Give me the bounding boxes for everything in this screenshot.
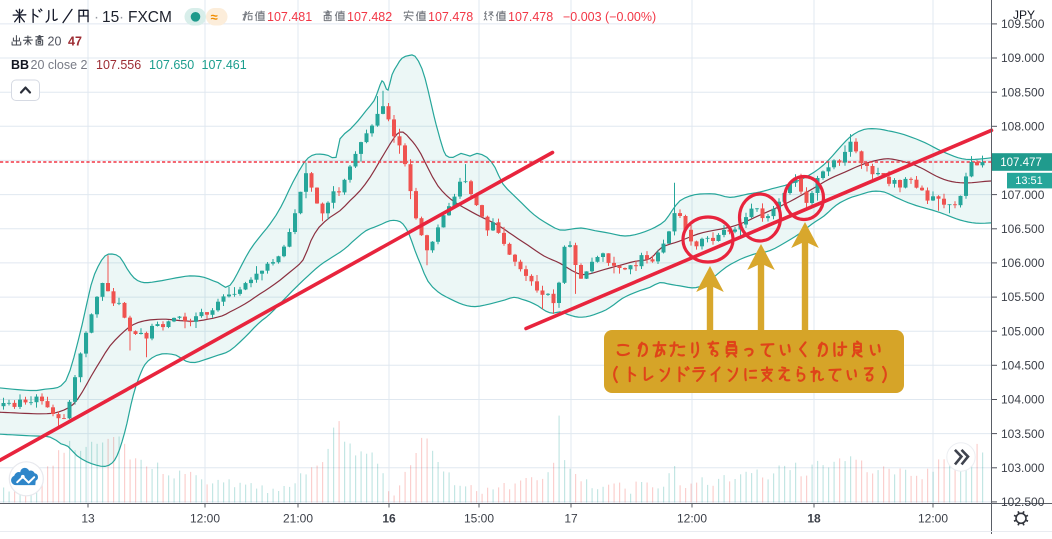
svg-text:BB: BB xyxy=(11,58,29,72)
svg-text:12:00: 12:00 xyxy=(190,512,220,526)
svg-text:102.500: 102.500 xyxy=(1001,495,1045,509)
svg-text:107.481: 107.481 xyxy=(267,10,312,24)
svg-text:107.477: 107.477 xyxy=(1000,157,1042,169)
svg-text:·: · xyxy=(94,9,99,26)
svg-text:104.500: 104.500 xyxy=(1001,359,1045,373)
svg-text:13: 13 xyxy=(81,512,95,526)
svg-text:109.000: 109.000 xyxy=(1001,51,1045,65)
svg-text:107.482: 107.482 xyxy=(347,10,392,24)
svg-text:103.500: 103.500 xyxy=(1001,427,1045,441)
svg-text:105.500: 105.500 xyxy=(1001,290,1045,304)
svg-text:12:00: 12:00 xyxy=(918,512,948,526)
svg-text:106.500: 106.500 xyxy=(1001,222,1045,236)
svg-text:−0.003 (−0.00%): −0.003 (−0.00%) xyxy=(563,10,656,24)
svg-text:17: 17 xyxy=(564,512,578,526)
svg-text:47: 47 xyxy=(68,34,82,48)
svg-text:FXCM: FXCM xyxy=(128,9,172,26)
svg-text:15:00: 15:00 xyxy=(464,512,494,526)
svg-text:16: 16 xyxy=(382,512,396,526)
svg-text:109.500: 109.500 xyxy=(1001,17,1045,31)
svg-text:106.000: 106.000 xyxy=(1001,256,1045,270)
svg-text:18: 18 xyxy=(807,512,821,526)
svg-text:107.478: 107.478 xyxy=(508,10,553,24)
svg-text:13:51: 13:51 xyxy=(1015,175,1043,187)
svg-text:20 close 2: 20 close 2 xyxy=(31,58,88,72)
svg-text:21:00: 21:00 xyxy=(283,512,313,526)
svg-text:103.000: 103.000 xyxy=(1001,461,1045,475)
svg-text:107.650: 107.650 xyxy=(149,58,194,72)
svg-text:107.000: 107.000 xyxy=(1001,188,1045,202)
svg-text:20: 20 xyxy=(48,34,62,48)
svg-text:104.000: 104.000 xyxy=(1001,393,1045,407)
svg-text:105.000: 105.000 xyxy=(1001,324,1045,338)
svg-text:108.500: 108.500 xyxy=(1001,85,1045,99)
svg-text:107.478: 107.478 xyxy=(428,10,473,24)
svg-text:·: · xyxy=(119,9,124,26)
svg-text:108.000: 108.000 xyxy=(1001,120,1045,134)
svg-text:107.461: 107.461 xyxy=(202,58,247,72)
svg-text:12:00: 12:00 xyxy=(677,512,707,526)
svg-text:≈: ≈ xyxy=(211,10,218,25)
svg-text:JPY: JPY xyxy=(1013,8,1035,22)
svg-text:15: 15 xyxy=(102,9,119,26)
svg-text:107.556: 107.556 xyxy=(96,58,141,72)
